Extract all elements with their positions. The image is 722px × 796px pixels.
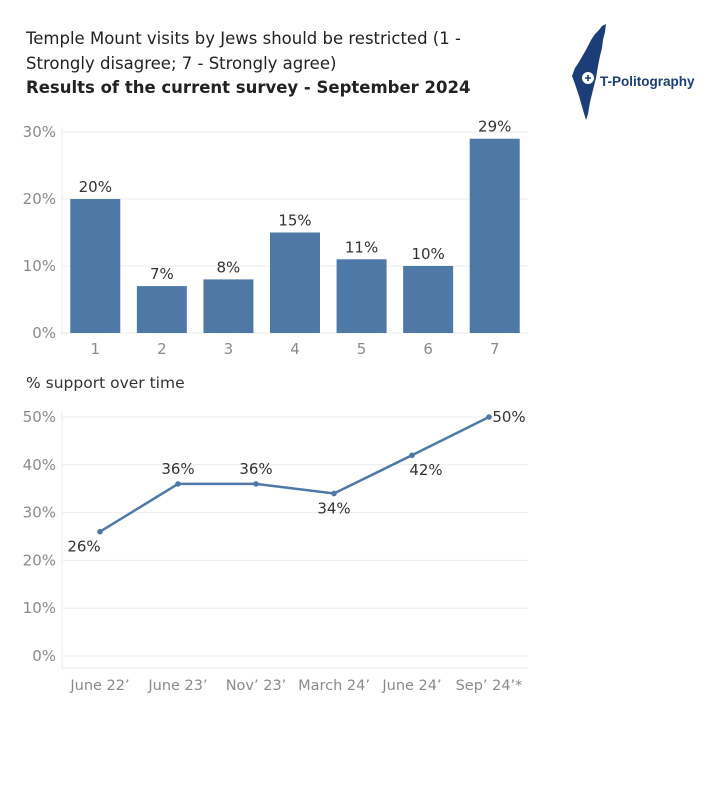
- line-chart-subtitle: % support over time: [26, 374, 185, 392]
- line-point: [409, 452, 415, 459]
- bar-value-label: 8%: [217, 258, 241, 276]
- line-value-label: 42%: [409, 461, 442, 479]
- bar-7: [469, 138, 520, 333]
- line-x-tick-label: June 22’: [69, 678, 129, 694]
- line-value-label: 50%: [492, 408, 525, 426]
- line-value-label: 36%: [161, 460, 194, 478]
- line-value-label: 36%: [239, 460, 272, 478]
- bar-y-tick-label: 0%: [32, 324, 56, 342]
- bar-5: [336, 259, 387, 333]
- bar-x-tick-label: 6: [423, 340, 433, 358]
- bar-4: [270, 232, 320, 333]
- bar-value-label: 20%: [79, 178, 112, 196]
- bar-2: [136, 286, 187, 333]
- line-x-tick-label: Sep’ 24’*: [456, 678, 523, 694]
- line-y-tick-label: 0%: [32, 647, 56, 665]
- bar-value-label: 10%: [411, 245, 444, 263]
- chart-title-line-1: Temple Mount visits by Jews should be re…: [26, 29, 461, 48]
- line-point: [486, 414, 492, 420]
- bar-3: [203, 279, 254, 333]
- line-y-tick-label: 20%: [23, 551, 56, 569]
- bar-x-tick-label: 2: [157, 340, 167, 358]
- chart-title-line-3: Results of the current survey - Septembe…: [26, 78, 471, 97]
- line-value-label: 26%: [67, 538, 100, 556]
- chart-title-line-2: Strongly disagree; 7 - Strongly agree): [26, 54, 337, 73]
- support-series-line: [99, 415, 490, 533]
- line-point: [253, 481, 259, 487]
- line-y-tick-label: 40%: [23, 456, 56, 474]
- bar-value-label: 11%: [345, 238, 378, 256]
- line-x-tick-label: March 24’: [298, 678, 370, 694]
- bar-y-tick-label: 30%: [23, 123, 56, 141]
- bar-y-tick-label: 10%: [23, 257, 56, 275]
- bar-x-tick-label: 7: [490, 340, 500, 358]
- line-chart: 0% 10% 20% 30% 40% 50% 26% 36% 36% 34% 42% 50% Jun…: [23, 408, 528, 694]
- line-x-tick-label: June 24’: [381, 678, 441, 694]
- line-x-tick-label: Nov’ 23’: [226, 678, 287, 694]
- line-y-tick-label: 50%: [23, 408, 56, 426]
- line-point: [175, 481, 181, 487]
- bar-value-label: 15%: [278, 212, 311, 230]
- line-point: [97, 528, 103, 535]
- bar-value-label: 29%: [478, 118, 511, 136]
- bar-x-tick-label: 1: [91, 340, 101, 358]
- line-y-tick-label: 10%: [23, 599, 56, 617]
- line-point: [331, 490, 337, 497]
- israel-map-logo-icon: [572, 24, 606, 120]
- bar-chart: 0% 10% 20% 30% 20% 7% 8% 15% 11% 10% 29% 1 2 3 4 5 6 7: [23, 118, 528, 358]
- line-value-label: 34%: [317, 499, 350, 517]
- bar-x-tick-label: 4: [290, 340, 300, 358]
- line-x-tick-label: June 23’: [147, 678, 207, 694]
- logo-text: T-Politography: [600, 74, 695, 89]
- bar-6: [403, 266, 454, 333]
- bar-1: [70, 199, 121, 333]
- bar-y-tick-label: 20%: [23, 190, 56, 208]
- line-y-tick-label: 30%: [23, 504, 56, 522]
- bar-x-tick-label: 3: [224, 340, 234, 358]
- bar-value-label: 7%: [150, 265, 174, 283]
- bar-x-tick-label: 5: [357, 340, 367, 358]
